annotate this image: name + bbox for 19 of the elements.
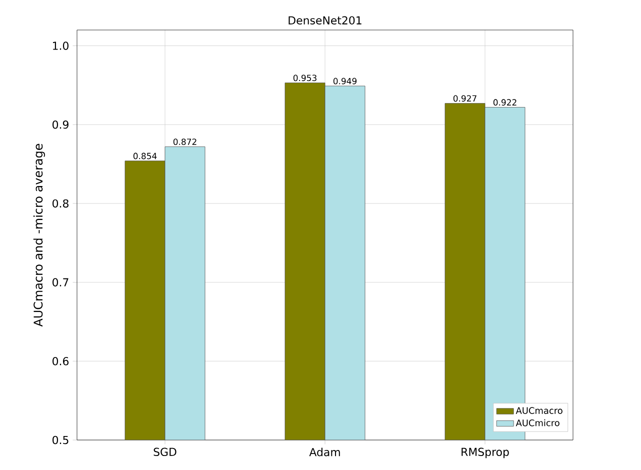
chart-title: DenseNet201 [288,16,362,24]
data-label: 0.953 [293,74,316,82]
y-tick-label: 0.5 [52,436,68,444]
y-tick-label: 0.9 [52,120,68,129]
y-axis-title: AUCmacro and -micro average [33,144,45,327]
y-tick-label: 0.8 [52,199,68,208]
y-tick-label: 0.7 [52,278,68,286]
data-label: 0.922 [493,99,516,106]
y-tick-label: 0.6 [52,357,69,366]
data-label: 0.872 [173,138,196,145]
y-tick-label: 1.0 [53,42,68,50]
x-tick-label: RMSprop [462,448,509,458]
x-tick-label: SGD [154,448,176,456]
x-tick-label: Adam [309,448,340,456]
legend-label: AUCmicro [516,419,560,426]
data-label: 0.854 [133,152,157,160]
legend-label: AUCmacro [516,407,562,414]
data-label: 0.927 [453,95,476,102]
data-label: 0.949 [333,78,357,84]
